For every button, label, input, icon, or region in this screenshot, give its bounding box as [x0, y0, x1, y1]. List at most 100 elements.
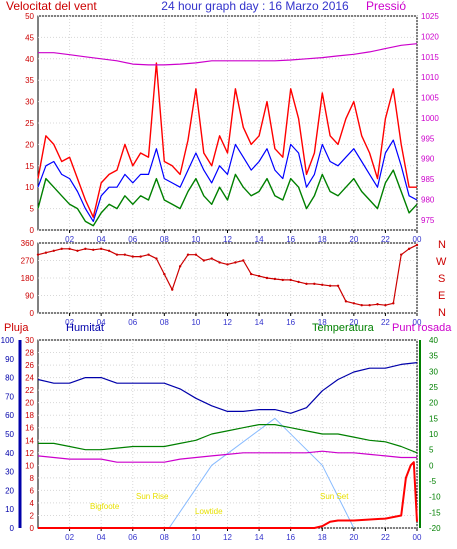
direction-point — [281, 278, 284, 282]
humidity-ytick-label: 30 — [5, 468, 14, 477]
direction-point — [384, 304, 387, 307]
humidity-ytick-label: 100 — [1, 336, 15, 345]
annotations: Bigfoote Sun Rise Lowtide Sun Set — [90, 492, 349, 516]
compass-e: E — [438, 290, 445, 302]
compass-labels: N W S E N — [436, 239, 447, 319]
wind-xtick-label: 04 — [97, 235, 106, 244]
temperature-ytick-label: 25 — [429, 383, 438, 392]
compass-w: W — [436, 256, 447, 268]
annotation-sun-rise: Sun Rise — [136, 492, 169, 501]
wind-xtick-label: 00 — [413, 235, 422, 244]
rain-ytick-label: 30 — [25, 336, 34, 345]
direction-point — [242, 259, 245, 262]
temperature-ytick-label: 40 — [429, 336, 438, 345]
direction-point — [92, 248, 95, 252]
wind-speed-line — [37, 169, 418, 227]
temperature-ytick-label: -10 — [429, 493, 441, 502]
humidity-xtick-label: 14 — [255, 533, 264, 542]
wind-ytick-label: 45 — [25, 33, 34, 42]
humidity-xtick-label: 00 — [413, 533, 422, 542]
pressure-ytick-label: 1010 — [421, 73, 439, 82]
wind-pressure-line — [38, 43, 418, 66]
direction-series — [36, 243, 419, 307]
direction-point — [344, 300, 348, 303]
wind-xtick-label: 18 — [318, 235, 327, 244]
wind-ytick-label: 25 — [25, 119, 34, 128]
direction-point — [265, 276, 269, 280]
wind-gust-line — [37, 62, 417, 218]
direction-point — [194, 253, 198, 256]
temperature-ytick-label: -20 — [429, 524, 441, 533]
direction-point — [44, 251, 48, 254]
wind-xtick-label: 10 — [191, 235, 200, 244]
direction-point — [60, 247, 63, 251]
direction-point — [328, 284, 332, 287]
wind-xtick-label: 16 — [286, 235, 295, 244]
temperature-ytick-label: 10 — [429, 430, 438, 439]
pressure-ytick-label: 1020 — [421, 32, 439, 41]
direction-xtick-label: 22 — [381, 318, 390, 327]
direction-point — [305, 282, 308, 286]
humidity-ytick-label: 70 — [5, 392, 14, 401]
direction-point — [400, 253, 403, 256]
direction-xtick-label: 16 — [286, 318, 295, 327]
direction-point — [257, 274, 261, 278]
temperature-ytick-label: 35 — [429, 352, 438, 361]
direction-point — [68, 247, 71, 251]
direction-point — [234, 261, 237, 264]
rain-ytick-label: 14 — [25, 436, 34, 445]
annotation-bigfoot: Bigfoote — [90, 502, 120, 511]
wind-avg-line — [37, 139, 418, 222]
wind-ytick-label: 5 — [30, 205, 35, 214]
wind-xtick-label: 22 — [381, 235, 390, 244]
direction-point — [178, 265, 182, 268]
rain-ytick-label: 0 — [30, 524, 35, 533]
humidity-xtick-label: 06 — [128, 533, 137, 542]
compass-n-bottom: N — [438, 307, 446, 319]
direction-point — [415, 243, 419, 247]
wind-ytick-label: 0 — [30, 226, 35, 235]
pressure-ytick-label: 1025 — [421, 12, 439, 21]
direction-point — [368, 304, 371, 307]
wind-axis-label: Velocitat del vent — [6, 0, 97, 13]
direction-point — [289, 278, 292, 282]
temperature-ytick-label: 5 — [429, 446, 434, 455]
humidity-ytick-label: 50 — [5, 430, 14, 439]
rain-ytick-label: 12 — [25, 449, 34, 458]
direction-point — [249, 272, 253, 276]
rain-axis-label: Pluja — [4, 322, 29, 334]
temperature-line — [38, 424, 418, 454]
chart-title: 24 hour graph day : 16 Marzo 2016 — [161, 0, 349, 13]
temperature-ytick-label: -15 — [429, 508, 441, 517]
humidity-xtick-label: 04 — [97, 533, 106, 542]
direction-xtick-label: 06 — [128, 318, 137, 327]
pressure-ytick-label: 1005 — [421, 94, 439, 103]
humidity-ytick-label: 60 — [5, 411, 14, 420]
direction-point — [352, 302, 356, 305]
direction-point — [115, 253, 119, 256]
direction-ytick-label: 360 — [21, 239, 35, 248]
temperature-ytick-label: 20 — [429, 399, 438, 408]
rain-ytick-label: 24 — [25, 374, 34, 383]
direction-point — [186, 253, 190, 256]
rain-ytick-label: 4 — [30, 499, 35, 508]
direction-point — [313, 282, 316, 286]
wind-xtick-label: 12 — [223, 235, 232, 244]
direction-point — [376, 303, 379, 306]
direction-point — [392, 302, 395, 305]
wind-ytick-label: 40 — [25, 55, 34, 64]
temperature-axis-label: Temperatura — [312, 322, 375, 334]
direction-xtick-label: 14 — [255, 318, 264, 327]
wind-xtick-label: 20 — [349, 235, 358, 244]
rain-ytick-label: 6 — [30, 486, 35, 495]
direction-point — [407, 247, 411, 251]
humidity-xtick-label: 02 — [65, 533, 74, 542]
direction-point — [210, 257, 213, 260]
pressure-ytick-label: 1015 — [421, 53, 439, 62]
rain-ytick-label: 10 — [25, 461, 34, 470]
rain-ytick-label: 16 — [25, 424, 34, 433]
rain-ytick-label: 26 — [25, 361, 34, 370]
humidity-series — [37, 362, 418, 529]
direction-point — [76, 249, 79, 252]
direction-point — [226, 263, 229, 266]
